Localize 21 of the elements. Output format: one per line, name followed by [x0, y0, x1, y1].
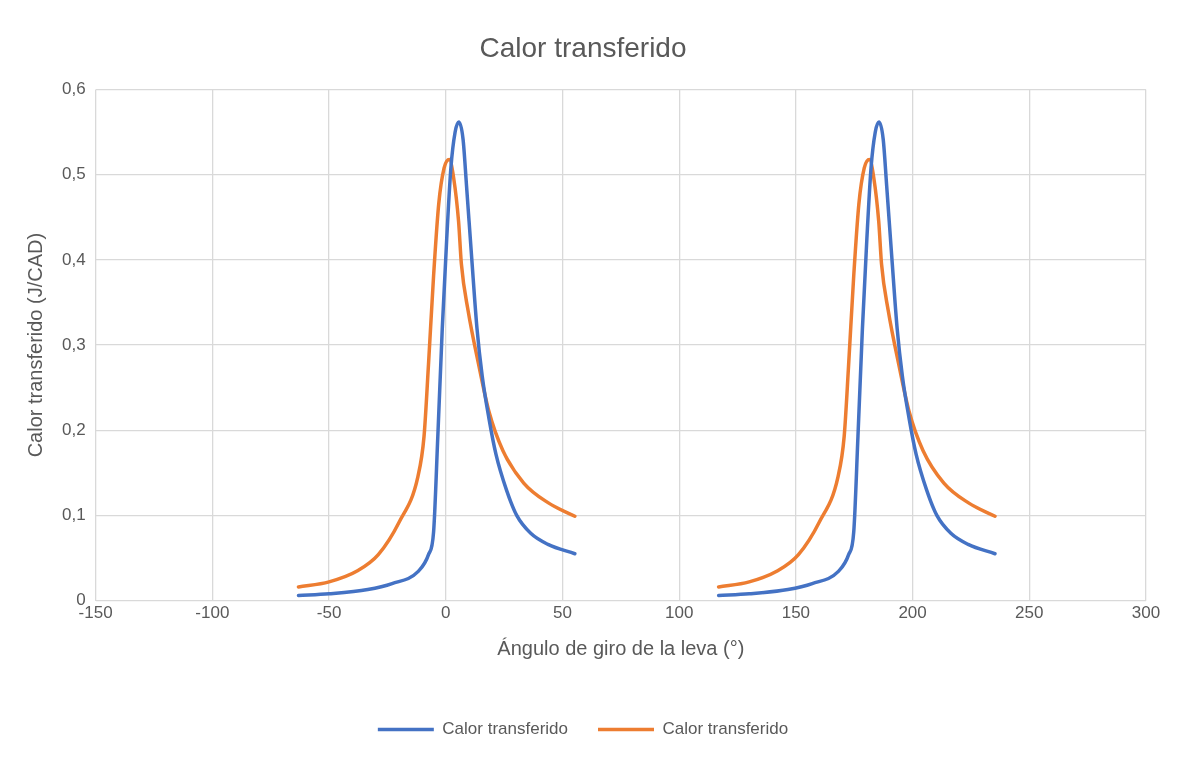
legend-label: Calor transferido	[662, 719, 789, 739]
x-tick-label: 200	[898, 603, 927, 623]
x-tick-label: 100	[664, 603, 694, 623]
x-tick-label: 300	[1131, 603, 1161, 623]
x-axis-title: Ángulo de giro de la leva (°)	[497, 636, 745, 659]
x-tick-label: 150	[781, 603, 811, 623]
chart-title: Calor transferido	[479, 31, 687, 63]
x-tick-label: -100	[195, 603, 230, 623]
y-tick-label: 0,1	[61, 505, 86, 525]
y-tick-label: 0	[76, 590, 86, 610]
x-tick-label: -50	[316, 603, 342, 623]
x-tick-label: 250	[1015, 603, 1044, 623]
y-tick-label: 0,5	[61, 164, 86, 184]
x-tick-label: 0	[441, 603, 451, 623]
y-tick-label: 0,2	[61, 419, 86, 439]
y-tick-label: 0,6	[61, 79, 86, 99]
y-tick-label: 0,3	[61, 334, 86, 354]
legend-label: Calor transferido	[442, 719, 569, 739]
x-tick-label: 50	[553, 603, 572, 623]
y-axis-title: Calor transferido (J/CAD)	[23, 232, 46, 458]
y-tick-label: 0,4	[61, 249, 86, 269]
